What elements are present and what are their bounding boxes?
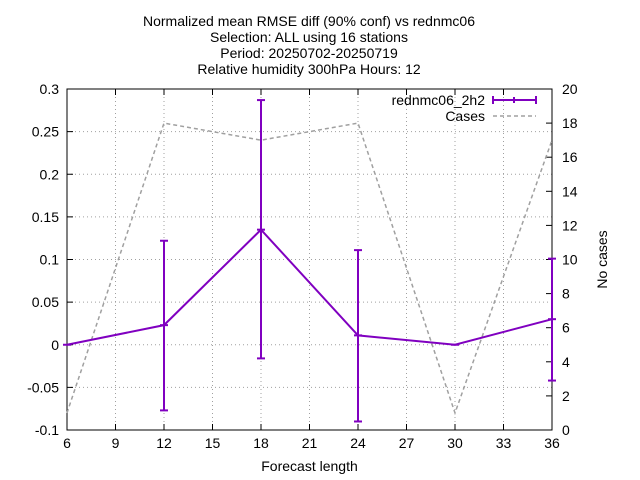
- y-tick-label: -0.1: [35, 422, 59, 438]
- x-tick-label: 18: [253, 435, 269, 451]
- series-line-rednmc06_2h2: [66, 228, 553, 346]
- title-line: Relative humidity 300hPa Hours: 12: [197, 61, 421, 77]
- x-tick-label: 12: [156, 435, 172, 451]
- y-tick-label: -0.05: [27, 379, 59, 395]
- x-tick-label: 27: [399, 435, 415, 451]
- x-axis: 6 9 12 15 18 21 24 27 30 33 36: [63, 89, 560, 451]
- y-tick-label: 0.25: [32, 124, 59, 140]
- y2-tick-label: 20: [562, 81, 578, 97]
- y2-tick-label: 4: [562, 354, 570, 370]
- y2-tick-label: 12: [562, 217, 578, 233]
- y-tick-label: 0.1: [40, 252, 60, 268]
- y-tick-label: 0.15: [32, 209, 59, 225]
- y-tick-label: 0: [51, 337, 59, 353]
- x-tick-label: 15: [205, 435, 221, 451]
- title-line: Selection: ALL using 16 stations: [210, 29, 408, 45]
- y2-tick-label: 18: [562, 115, 578, 131]
- series: [63, 99, 556, 423]
- title-line: Normalized mean RMSE diff (90% conf) vs …: [143, 13, 475, 29]
- y-axis-right: 0 2 4 6 8 10 12 14 16 18 20: [546, 81, 578, 438]
- x-tick-label: 21: [302, 435, 318, 451]
- cases-line: [66, 122, 553, 416]
- x-tick-label: 24: [350, 435, 366, 451]
- y-tick-label: 0.3: [40, 81, 60, 97]
- y2-tick-label: 2: [562, 388, 570, 404]
- legend-label: Cases: [445, 108, 485, 124]
- x-tick-label: 36: [544, 435, 560, 451]
- title-line: Period: 20250702-20250719: [220, 45, 398, 61]
- y2-tick-label: 14: [562, 183, 578, 199]
- y-axis-right-label: No cases: [594, 230, 610, 288]
- y2-tick-label: 10: [562, 252, 578, 268]
- legend-label: rednmc06_2h2: [392, 92, 486, 108]
- y-tick-label: 0.2: [40, 166, 60, 182]
- y-axis-left: -0.1 -0.05 0 0.05 0.1 0.15 0.2 0.25 0.3: [27, 81, 73, 438]
- y-tick-label: 0.05: [32, 294, 59, 310]
- x-axis-label: Forecast length: [261, 458, 358, 474]
- y2-tick-label: 6: [562, 320, 570, 336]
- x-tick-label: 9: [112, 435, 120, 451]
- x-tick-label: 30: [447, 435, 463, 451]
- grid: [67, 89, 552, 430]
- x-tick-label: 33: [496, 435, 512, 451]
- chart-title: Normalized mean RMSE diff (90% conf) vs …: [143, 13, 475, 77]
- y2-tick-label: 0: [562, 422, 570, 438]
- y2-tick-label: 16: [562, 149, 578, 165]
- y2-tick-label: 8: [562, 286, 570, 302]
- x-tick-label: 6: [63, 435, 71, 451]
